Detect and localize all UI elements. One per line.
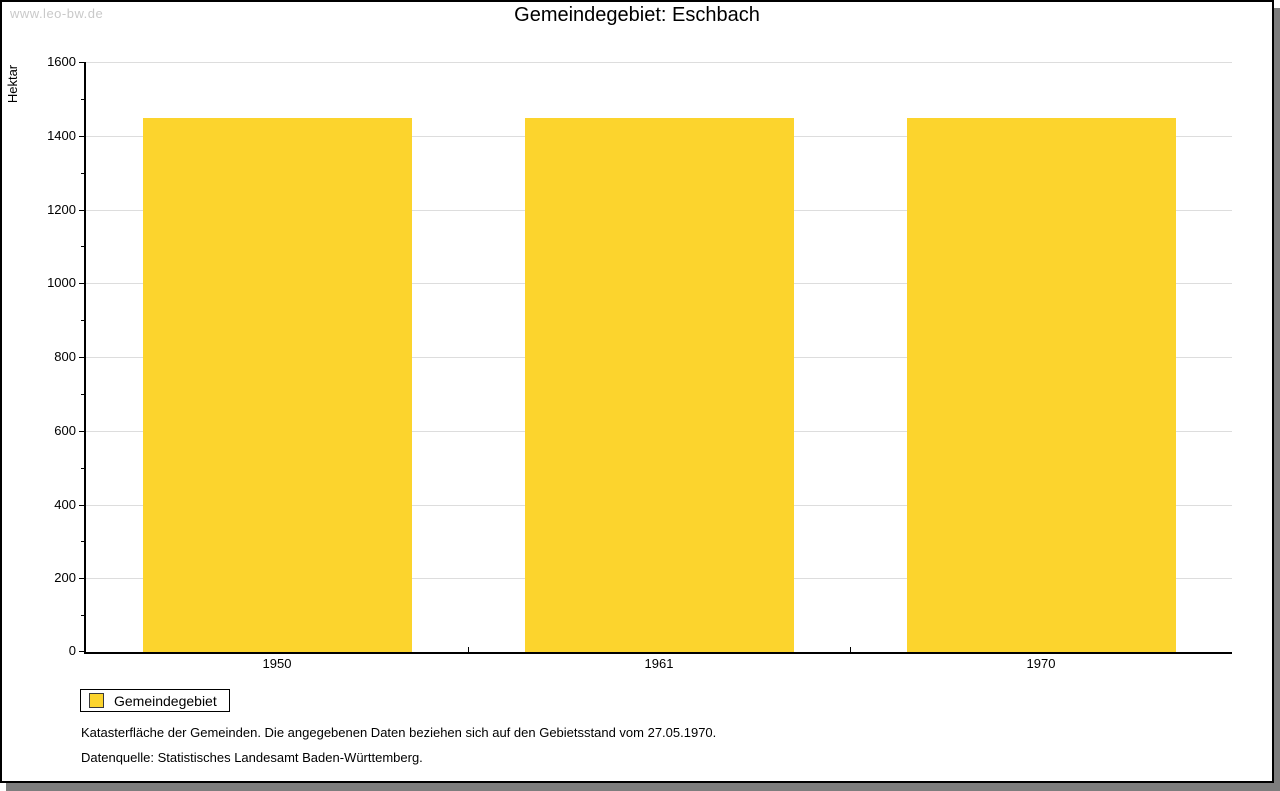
y-minor-tick xyxy=(81,394,84,395)
y-major-tick xyxy=(79,62,84,63)
footnote-gebietsstand: Katasterfläche der Gemeinden. Die angege… xyxy=(81,725,717,740)
y-tick-label: 1000 xyxy=(47,275,76,290)
y-minor-tick xyxy=(81,173,84,174)
legend-swatch-icon xyxy=(89,693,104,708)
y-major-tick xyxy=(79,283,84,284)
y-gridline xyxy=(86,62,1232,63)
x-tick-label: 1970 xyxy=(1026,656,1056,671)
y-tick-label: 1600 xyxy=(47,54,76,69)
y-tick-label: 800 xyxy=(54,349,76,364)
y-major-tick xyxy=(79,651,84,652)
y-tick-label: 0 xyxy=(68,643,76,658)
y-minor-tick xyxy=(81,468,84,469)
legend: Gemeindegebiet xyxy=(80,689,230,712)
y-major-tick xyxy=(79,210,84,211)
watermark: www.leo-bw.de xyxy=(10,6,104,21)
y-minor-tick xyxy=(81,615,84,616)
legend-label: Gemeindegebiet xyxy=(114,692,217,709)
y-major-tick xyxy=(79,578,84,579)
x-tick-label: 1961 xyxy=(644,656,674,671)
y-tick-label: 200 xyxy=(54,570,76,585)
bar xyxy=(907,118,1176,652)
bar xyxy=(143,118,412,652)
y-tick-label: 1400 xyxy=(47,128,76,143)
y-tick-label: 1200 xyxy=(47,202,76,217)
y-axis-title: Hektar xyxy=(5,64,20,104)
y-minor-tick xyxy=(81,541,84,542)
y-major-tick xyxy=(79,431,84,432)
y-minor-tick xyxy=(81,246,84,247)
y-tick-label: 400 xyxy=(54,497,76,512)
y-major-tick xyxy=(79,357,84,358)
x-boundary-tick xyxy=(850,647,851,652)
bar xyxy=(525,118,794,652)
y-major-tick xyxy=(79,505,84,506)
x-tick-label: 1950 xyxy=(262,656,292,671)
y-minor-tick xyxy=(81,99,84,100)
x-boundary-tick xyxy=(468,647,469,652)
footnote-datenquelle: Datenquelle: Statistisches Landesamt Bad… xyxy=(81,750,423,765)
y-minor-tick xyxy=(81,320,84,321)
plot-area: 0 200 400 600 800 1000 1200 1400 1600 1950 1961 197… xyxy=(47,54,1232,671)
chart-title: Gemeindegebiet: Eschbach xyxy=(514,4,760,26)
y-major-tick xyxy=(79,136,84,137)
y-tick-label: 600 xyxy=(54,423,76,438)
